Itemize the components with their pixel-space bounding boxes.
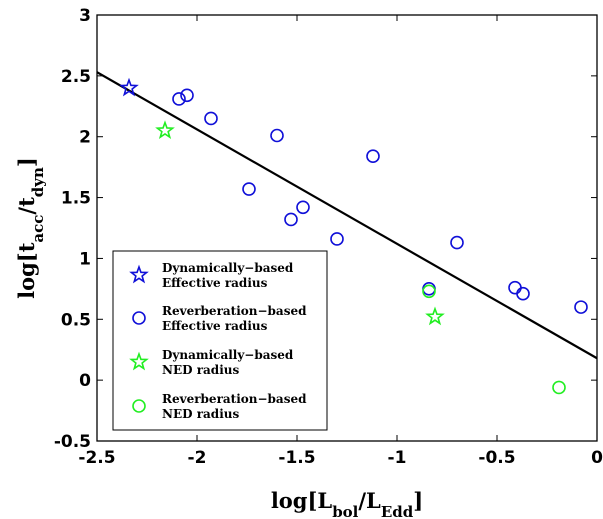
legend-marker-circle — [132, 399, 146, 413]
y-axis-label: log[tacc/tdyn] — [14, 157, 47, 299]
regression-line — [96, 71, 598, 360]
y-tick-label: 2.5 — [61, 67, 91, 87]
legend-marker-star — [129, 351, 149, 371]
legend-label: Effective radius — [162, 319, 268, 333]
legend-label: Reverberation−based — [162, 304, 307, 318]
data-point-star — [155, 120, 175, 139]
legend-label: NED radius — [162, 407, 239, 421]
x-tick-label: -0.5 — [478, 448, 515, 468]
data-point-circle — [204, 111, 218, 126]
x-tick-label: -1.5 — [278, 448, 315, 468]
legend-label: Dynamically−based — [162, 348, 294, 362]
x-tick-label: 0 — [591, 448, 603, 468]
axis-ticks: -2.5 -2 -1.5 -1 -0.5 0 -0.5 0 0.5 1 1.5 2 2.5 3 — [54, 6, 603, 468]
data-point-circle — [172, 92, 186, 106]
legend-label: Effective radius — [162, 276, 268, 290]
data-point-circle — [270, 128, 284, 143]
data-point-circle — [330, 232, 344, 246]
x-axis-label: log[Lbol/LEdd] — [271, 488, 423, 519]
data-point-circle — [516, 286, 530, 301]
legend-marker-circle — [132, 311, 146, 325]
data-points — [119, 77, 588, 395]
legend-label: Reverberation−based — [162, 392, 307, 406]
legend-label: NED radius — [162, 363, 239, 377]
data-point-circle — [296, 200, 310, 215]
data-point-circle — [450, 235, 464, 250]
y-tick-label: 0 — [79, 371, 91, 391]
fit-line — [96, 71, 598, 360]
data-point-circle — [242, 182, 256, 196]
data-point-star — [425, 306, 445, 326]
data-point-star — [119, 77, 139, 97]
x-tick-label: -2 — [188, 448, 207, 468]
legend-label: Dynamically−based — [162, 261, 294, 275]
data-point-circle — [552, 380, 566, 395]
legend-marker-star — [129, 264, 149, 284]
y-tick-label: 0.5 — [61, 310, 91, 330]
axis-labels: log[Lbol/LEdd] log[tacc/tdyn] — [14, 157, 423, 519]
y-tick-label: 1 — [79, 249, 91, 269]
x-tick-label: -1 — [388, 448, 407, 468]
data-point-circle — [180, 88, 194, 103]
data-point-circle — [284, 212, 298, 227]
y-tick-label: 1.5 — [61, 189, 91, 209]
y-tick-label: 3 — [79, 6, 91, 26]
data-point-circle — [366, 149, 380, 163]
x-tick-label: -2.5 — [78, 448, 115, 468]
y-tick-label: 2 — [79, 128, 91, 148]
data-point-circle — [422, 284, 436, 299]
legend-box — [112, 250, 328, 431]
y-tick-label: -0.5 — [54, 432, 91, 452]
data-point-circle — [574, 300, 588, 314]
